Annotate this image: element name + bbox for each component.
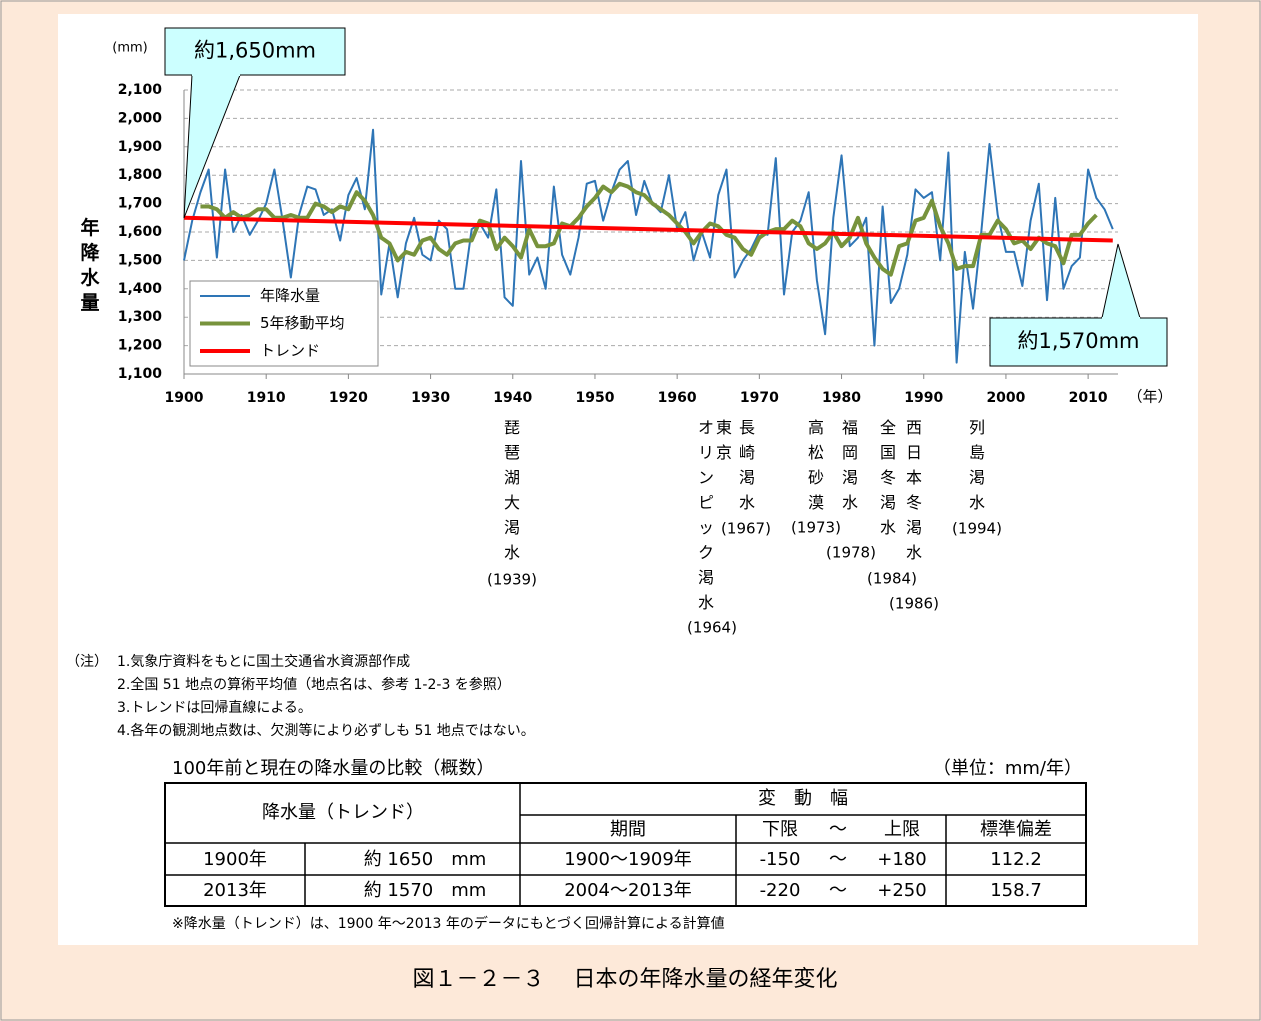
table-cell: 2013年 <box>203 880 267 901</box>
event-year: (1994) <box>952 520 1002 538</box>
x-tick-label: 2000 <box>986 390 1025 406</box>
table-unit: （単位：mm/年） <box>933 758 1082 779</box>
legend-label: 5年移動平均 <box>260 314 345 332</box>
series-line <box>200 181 1098 277</box>
y-tick-label: 2,100 <box>118 82 163 98</box>
caption: 図１－２－３ 日本の年降水量の経年変化 <box>413 967 838 992</box>
event-year: (1984) <box>867 570 917 588</box>
table-cell: +250 <box>877 880 926 901</box>
x-tick-label: 1940 <box>493 390 532 406</box>
event-label: 長崎渇水 <box>739 418 755 512</box>
note: 3.トレンドは回帰直線による。 <box>117 699 312 716</box>
x-tick-label: 2010 <box>1069 390 1108 406</box>
table-cell: 標準偏差 <box>980 819 1052 840</box>
x-tick-label: 1910 <box>247 390 286 406</box>
y-tick-label: 1,500 <box>118 252 163 268</box>
event-label: 福岡渇水 <box>842 418 858 512</box>
table-cell: 期間 <box>610 819 646 840</box>
note: 4.各年の観測地点数は、欠測等により必ずしも 51 地点ではない。 <box>117 722 535 739</box>
table-cell: 変 動 幅 <box>758 788 848 809</box>
event-label: 東京 <box>716 418 732 462</box>
table-cell: 約 1650 mm <box>364 849 487 870</box>
table-cell: 約 1570 mm <box>364 880 487 901</box>
y-tick-label: 1,900 <box>118 139 163 155</box>
callout-text: 約1,570mm <box>1017 329 1139 353</box>
event-label: 全国冬渇水 <box>880 418 896 537</box>
event-label: 列島渇水 <box>969 418 985 512</box>
table-border <box>164 782 1087 907</box>
x-tick-label: 1950 <box>575 390 614 406</box>
table-cell: 1900年 <box>203 849 267 870</box>
table-cell: 2004～2013年 <box>564 880 692 901</box>
event-year: (1986) <box>889 595 939 613</box>
event-year: (1939) <box>487 571 537 589</box>
y-axis-label: 年降水量 <box>80 216 100 314</box>
table-title: 100年前と現在の降水量の比較（概数） <box>172 758 494 779</box>
table-cell: -220 <box>760 880 801 901</box>
y-unit: (mm) <box>112 41 147 56</box>
callout-text: 約1,650mm <box>194 39 316 63</box>
y-tick-label: 1,800 <box>118 167 163 183</box>
event-year: (1978) <box>826 544 876 562</box>
table-cell: 上限 <box>884 819 920 840</box>
table-cell: 1900～1909年 <box>564 849 692 870</box>
x-tick-label: 1970 <box>740 390 779 406</box>
event-year: (1973) <box>791 519 841 537</box>
x-tick-label: 1930 <box>411 390 450 406</box>
table-cell: 158.7 <box>990 880 1042 901</box>
series-line <box>183 215 1113 243</box>
note: 1.気象庁資料をもとに国土交通省水資源部作成 <box>117 653 410 670</box>
table-cell: -150 <box>760 849 801 870</box>
callout-box <box>164 27 346 76</box>
y-tick-label: 1,200 <box>118 338 163 354</box>
x-unit: （年） <box>1127 388 1172 406</box>
callout-box <box>989 317 1168 367</box>
event-year: (1967) <box>721 520 771 538</box>
event-label: オリンピック渇水 <box>698 418 714 612</box>
event-year: (1964) <box>687 619 737 637</box>
y-tick-label: 1,600 <box>118 224 163 240</box>
table-footnote: ※降水量（トレンド）は、1900 年～2013 年のデータにもとづく回帰計算によ… <box>172 915 725 932</box>
x-tick-label: 1900 <box>165 390 204 406</box>
x-tick-label: 1960 <box>658 390 697 406</box>
legend-label: トレンド <box>260 342 320 360</box>
series-line <box>183 128 1114 364</box>
y-tick-label: 1,700 <box>118 196 163 212</box>
event-label: 高松砂漠 <box>808 418 824 512</box>
note: 2.全国 51 地点の算術平均値（地点名は、参考 1-2-3 を参照） <box>117 676 511 693</box>
table-cell: +180 <box>877 849 926 870</box>
note-label: （注） <box>66 654 108 670</box>
panel <box>58 14 1198 945</box>
y-tick-label: 1,100 <box>118 366 163 382</box>
x-tick-label: 1980 <box>822 390 861 406</box>
table-cell: 112.2 <box>990 849 1042 870</box>
event-label: 琵琶湖大渇水 <box>504 418 520 562</box>
table-cell: ～ <box>829 819 847 840</box>
table-cell: 下限 <box>762 819 798 840</box>
y-tick-label: 1,400 <box>118 281 163 297</box>
y-tick-label: 2,000 <box>118 110 163 126</box>
legend-label: 年降水量 <box>260 287 320 305</box>
x-tick-label: 1990 <box>904 390 943 406</box>
table-cell: ～ <box>829 880 847 901</box>
event-label: 西日本冬渇水 <box>906 418 922 562</box>
table-cell: 降水量（トレンド） <box>262 802 424 823</box>
y-tick-label: 1,300 <box>118 309 163 325</box>
table-cell: ～ <box>829 849 847 870</box>
x-tick-label: 1920 <box>329 390 368 406</box>
